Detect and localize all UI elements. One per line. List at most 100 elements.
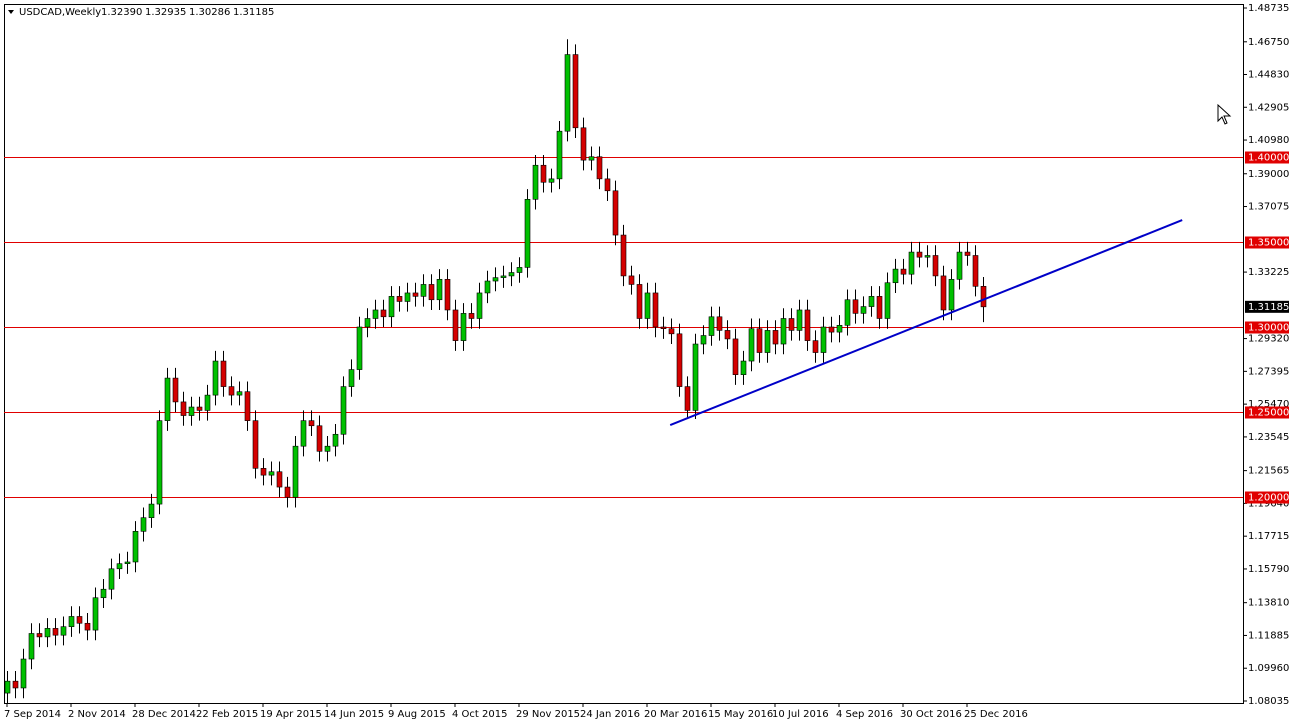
candle-body xyxy=(900,268,907,275)
level-label-box xyxy=(1245,151,1289,164)
candle-body xyxy=(348,369,355,387)
candle-body xyxy=(556,130,563,180)
candle-body xyxy=(92,597,99,631)
y-tick-label: 1.42905 xyxy=(1248,102,1289,113)
candle-body xyxy=(764,330,771,353)
y-tick-label: 1.11885 xyxy=(1248,630,1289,641)
candle-body xyxy=(396,296,403,302)
candle-body xyxy=(964,251,971,256)
candle-body xyxy=(572,54,579,129)
candle-body xyxy=(132,531,139,563)
candle-body xyxy=(252,420,259,469)
candle-body xyxy=(124,561,131,564)
candle-body xyxy=(524,198,531,268)
candle-body xyxy=(596,156,603,180)
menu-arrow[interactable] xyxy=(8,10,14,14)
y-tick-label: 1.23545 xyxy=(1248,432,1289,443)
x-tick-label: 24 Jan 2016 xyxy=(580,709,640,720)
x-tick-label: 22 Feb 2015 xyxy=(196,709,258,720)
candle-body xyxy=(140,517,147,532)
candle-body xyxy=(284,486,291,498)
candle-body xyxy=(228,386,235,396)
candle-body xyxy=(868,296,875,307)
candle-body xyxy=(772,330,779,345)
candle-body xyxy=(716,316,723,331)
candle-body xyxy=(388,296,395,318)
candle-body xyxy=(932,255,939,277)
x-tick-label: 25 Dec 2016 xyxy=(964,709,1028,720)
candle-body xyxy=(788,318,795,331)
last-price-box xyxy=(1245,300,1289,313)
candle-body xyxy=(180,401,187,416)
candle-body xyxy=(852,299,859,314)
candle-body xyxy=(188,406,195,416)
candle-body xyxy=(220,360,227,387)
candle-body xyxy=(236,391,243,396)
candle-body xyxy=(52,628,59,636)
candle-body xyxy=(196,406,203,411)
y-tick-label: 1.19640 xyxy=(1248,498,1289,509)
candle-body xyxy=(644,292,651,319)
y-tick-label: 1.29320 xyxy=(1248,334,1289,345)
candle-body xyxy=(540,164,547,183)
candle-body xyxy=(20,658,27,689)
candle-body xyxy=(676,333,683,387)
candle-body xyxy=(980,286,987,308)
candle-body xyxy=(836,324,843,333)
candle-body xyxy=(860,306,867,314)
candle-body xyxy=(588,156,595,161)
candle-body xyxy=(508,272,515,277)
header-low: 1.30286 xyxy=(189,7,230,18)
candle-body xyxy=(212,360,219,396)
candle-body xyxy=(12,680,19,689)
candle-body xyxy=(244,391,251,421)
level-label-box xyxy=(1245,236,1289,249)
level-label-box xyxy=(1245,321,1289,334)
candle-body xyxy=(916,251,923,258)
y-tick-label: 1.40980 xyxy=(1248,135,1289,146)
candle-body xyxy=(364,318,371,328)
candle-body xyxy=(660,326,667,330)
candle-body xyxy=(708,316,715,336)
candle-body xyxy=(324,445,331,452)
level-label: 1.30000 xyxy=(1248,323,1289,334)
trendline xyxy=(669,219,1183,427)
x-tick-label: 4 Sep 2016 xyxy=(836,709,893,720)
candle-body xyxy=(420,284,427,297)
x-tick-label: 10 Jul 2016 xyxy=(772,709,829,720)
level-label: 1.35000 xyxy=(1248,238,1289,249)
candle-body xyxy=(756,328,763,353)
candle-body xyxy=(276,471,283,488)
candle-body xyxy=(700,335,707,345)
candle-body xyxy=(476,292,483,319)
candle-body xyxy=(156,420,163,505)
candle-body xyxy=(316,425,323,452)
level-label-box xyxy=(1245,491,1289,504)
level-label: 1.20000 xyxy=(1248,493,1289,504)
last-price-label: 1.31185 xyxy=(1248,302,1289,313)
candle-body xyxy=(84,622,91,631)
candle-body xyxy=(820,326,827,353)
candle-body xyxy=(44,628,51,638)
candle-body xyxy=(116,563,123,570)
candle-body xyxy=(260,468,267,476)
candle-body xyxy=(436,279,443,301)
candle-body xyxy=(956,251,963,280)
y-tick-label: 1.48735 xyxy=(1248,3,1289,14)
y-tick-label: 1.25470 xyxy=(1248,399,1289,410)
candle-body xyxy=(804,309,811,341)
candle-body xyxy=(380,309,387,318)
candle-body xyxy=(500,275,507,278)
candle-body xyxy=(636,284,643,319)
y-tick-label: 1.33225 xyxy=(1248,267,1289,278)
x-tick-label: 20 Mar 2016 xyxy=(644,709,707,720)
candle-body xyxy=(844,299,851,326)
candle-body xyxy=(444,279,451,311)
candle-body xyxy=(68,616,75,627)
candle-body xyxy=(684,386,691,411)
x-tick-label: 2 Nov 2014 xyxy=(68,709,126,720)
y-tick-label: 1.27395 xyxy=(1248,366,1289,377)
level-label: 1.25000 xyxy=(1248,408,1289,419)
